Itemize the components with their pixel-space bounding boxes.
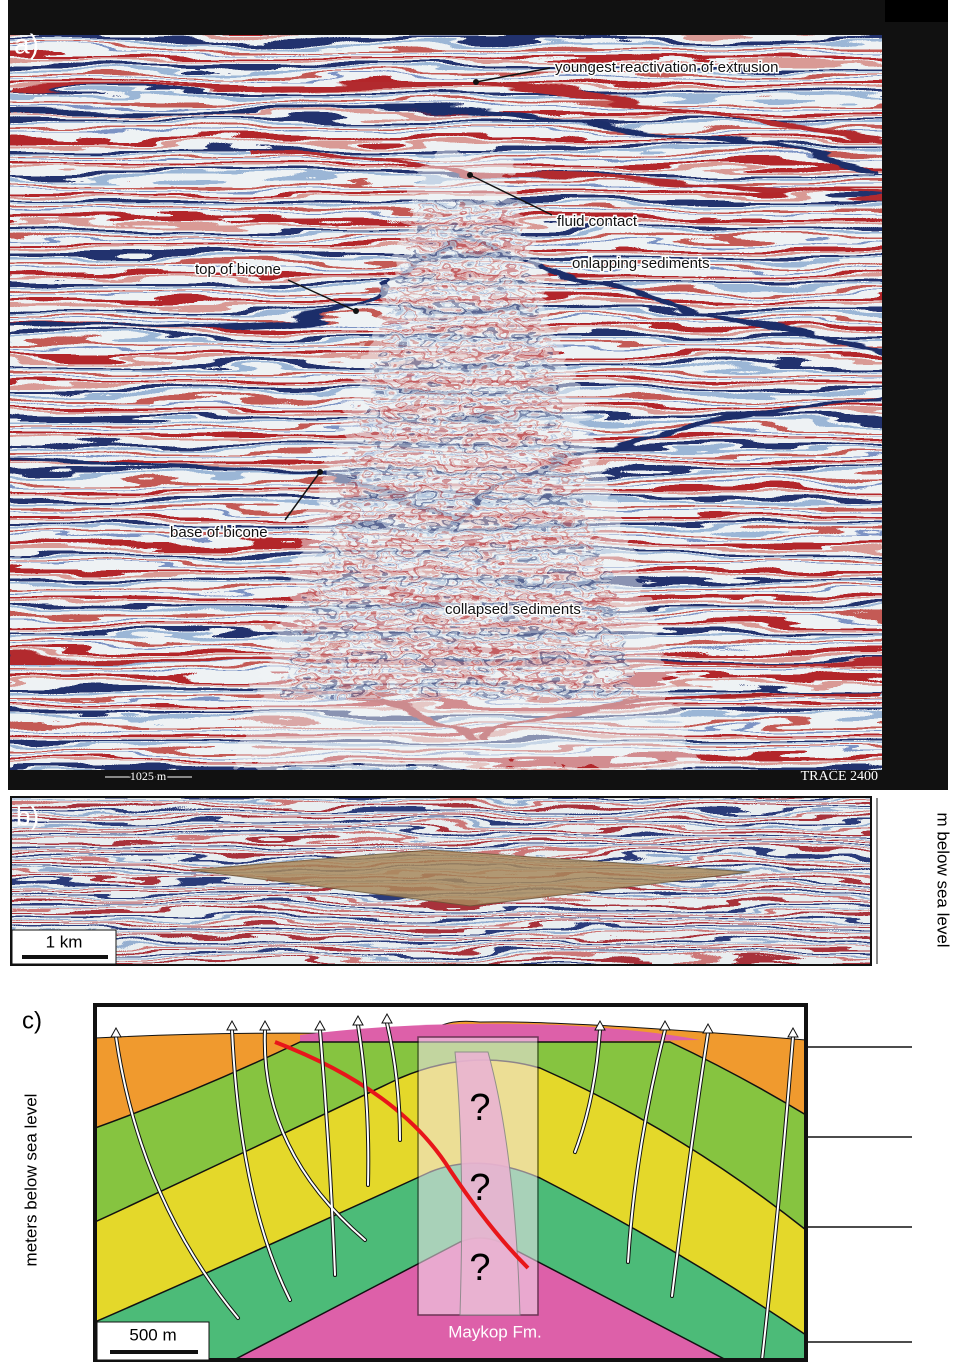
panel-label: c) [22, 1007, 42, 1034]
seismic-image [0, 30, 900, 790]
panel-b: b) 1 km m below sea level [0, 790, 953, 970]
panel-label: a) [14, 28, 39, 59]
trace-label: TRACE 2400 [801, 769, 878, 784]
seismic-image [0, 790, 900, 970]
question-mark: ? [469, 1247, 490, 1289]
page: a) 1025 m TRACE 2400 youngest reactivati… [0, 0, 966, 1367]
scale-label: 500 m [129, 1325, 176, 1344]
annotation: onlapping sediments [572, 255, 710, 272]
annotation: youngest reactivation of extrusion [555, 59, 778, 76]
annotation: fluid contact [557, 213, 638, 230]
formation-label: Maykop Fm. [448, 1322, 542, 1341]
question-mark: ? [469, 1167, 490, 1209]
scale-label: 1 km [46, 932, 83, 951]
figure: a) 1025 m TRACE 2400 youngest reactivati… [0, 0, 966, 1367]
panel-a: a) 1025 m TRACE 2400 youngest reactivati… [0, 0, 948, 790]
scale-label: 1025 m [130, 769, 167, 783]
annotation: base of bicone [170, 524, 268, 541]
question-mark: ? [469, 1087, 490, 1129]
panel-label: b) [16, 801, 39, 831]
axis-label: m below sea level [934, 812, 953, 947]
axis-label: meters below sea level [21, 1094, 40, 1267]
annotation: collapsed sediments [445, 601, 581, 618]
cross-section: ? ? ? Maykop Fm. [95, 1005, 806, 1362]
panel-c: c) [21, 1005, 912, 1362]
annotation: top of bicone [195, 261, 281, 278]
formation-lines [808, 1047, 912, 1342]
